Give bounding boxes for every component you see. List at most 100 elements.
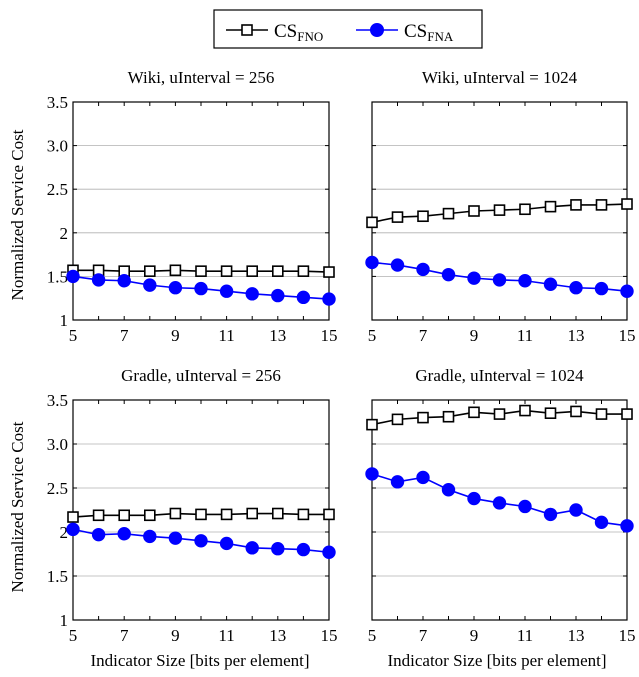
y-tick-label: 2.5: [47, 180, 68, 199]
plot-frame: [371, 101, 628, 321]
point-fna: [390, 475, 405, 489]
legend-fno-base: CS: [274, 21, 297, 42]
panel-wiki-1024: Wiki, uInterval = 1024 5 7 9 11 13 15: [365, 68, 636, 345]
ylabel-bottom: Normalized Service Cost: [8, 421, 27, 592]
panel-title: Wiki, uInterval = 1024: [422, 68, 578, 87]
point-fna: [194, 534, 208, 548]
x-tick-label: 9: [171, 326, 180, 345]
point-fno: [595, 408, 608, 420]
point-fno: [468, 205, 480, 217]
y-tick-label: 3.0: [47, 435, 68, 454]
point-fno: [493, 408, 506, 420]
point-fna: [117, 527, 131, 541]
x-tick-label: 9: [470, 326, 479, 345]
point-fna: [219, 536, 234, 551]
point-fno: [195, 265, 207, 277]
x-tick-label: 5: [69, 626, 78, 645]
point-fno: [366, 216, 378, 229]
ylabel-top: Normalized Service Cost: [8, 129, 27, 300]
point-fna: [168, 531, 183, 545]
point-fno: [297, 508, 310, 521]
point-fna: [117, 274, 131, 288]
x-tick-label: 13: [568, 326, 585, 345]
y-tick-label: 2: [60, 224, 69, 243]
point-fno: [621, 408, 633, 420]
point-fno: [544, 200, 557, 213]
x-tick-label: 15: [619, 626, 636, 645]
point-fno: [366, 418, 378, 431]
legend-entry-fna: CSFNA: [356, 21, 454, 44]
point-fno: [468, 406, 480, 419]
point-fno: [297, 265, 310, 277]
point-fno: [621, 198, 633, 210]
point-fna: [219, 284, 234, 298]
x-tick-label: 7: [419, 326, 428, 345]
legend-fna-marker: [370, 23, 384, 37]
plot-frame: [371, 399, 628, 621]
x-tick-label: 5: [368, 626, 377, 645]
point-fno: [271, 507, 284, 520]
x-tick-label: 15: [619, 326, 636, 345]
y-tick-label: 1: [60, 611, 69, 630]
point-fna: [594, 281, 609, 296]
x-tick-label: 13: [269, 326, 286, 345]
panel-title: Gradle, uInterval = 1024: [415, 366, 584, 385]
x-tick-label: 5: [368, 326, 377, 345]
panel-title: Gradle, uInterval = 256: [121, 366, 281, 385]
point-fno: [118, 509, 130, 522]
legend-fna-label: CSFNA: [404, 21, 454, 44]
point-fna: [66, 522, 80, 537]
x-tick-label: 15: [321, 626, 338, 645]
point-fna: [543, 277, 558, 291]
point-fno: [323, 508, 335, 521]
point-fna: [543, 507, 558, 522]
x-tick-label: 7: [419, 626, 428, 645]
point-fna: [365, 255, 379, 270]
plot-frame: [72, 101, 330, 321]
point-fna: [441, 267, 456, 282]
point-fno: [442, 410, 455, 423]
point-fno: [246, 265, 258, 277]
point-fno: [169, 264, 182, 277]
point-fno: [570, 405, 582, 418]
point-fno: [271, 265, 284, 277]
x-tick-label: 11: [517, 326, 533, 345]
legend: CSFNO CSFNA: [213, 9, 483, 49]
point-fno: [417, 210, 429, 223]
legend-box: [213, 9, 483, 49]
point-fno: [195, 508, 207, 521]
legend-fno-label: CSFNO: [274, 21, 323, 44]
point-fno: [391, 211, 404, 223]
point-fna: [467, 491, 481, 506]
legend-fna-sub: FNA: [427, 29, 454, 44]
y-tick-label: 2: [60, 523, 69, 542]
point-fna: [271, 542, 285, 556]
x-tick-label: 13: [269, 626, 286, 645]
point-fna: [245, 541, 259, 555]
point-fna: [194, 281, 208, 296]
point-fna: [322, 545, 336, 559]
point-fna: [66, 269, 80, 284]
legend-fna-base: CS: [404, 21, 427, 42]
point-fno: [442, 207, 455, 220]
x-tick-label: 5: [69, 326, 78, 345]
point-fna: [416, 262, 430, 277]
point-fna: [569, 281, 583, 295]
point-fna: [390, 258, 405, 272]
y-tick-label: 3.5: [47, 93, 68, 112]
point-fna: [271, 288, 285, 303]
x-tick-label: 13: [568, 626, 585, 645]
point-fna: [492, 273, 507, 287]
y-tick-label: 1.5: [47, 567, 68, 586]
y-tick-label: 2.5: [47, 479, 68, 498]
point-fno: [544, 407, 557, 420]
point-fno: [493, 204, 506, 216]
point-fna: [168, 281, 183, 295]
xlabel-left: Indicator Size [bits per element]: [90, 651, 309, 670]
point-fno: [391, 413, 404, 426]
x-tick-label: 11: [218, 326, 234, 345]
point-fno: [144, 509, 156, 522]
point-fno: [246, 507, 258, 520]
point-fna: [620, 284, 634, 298]
